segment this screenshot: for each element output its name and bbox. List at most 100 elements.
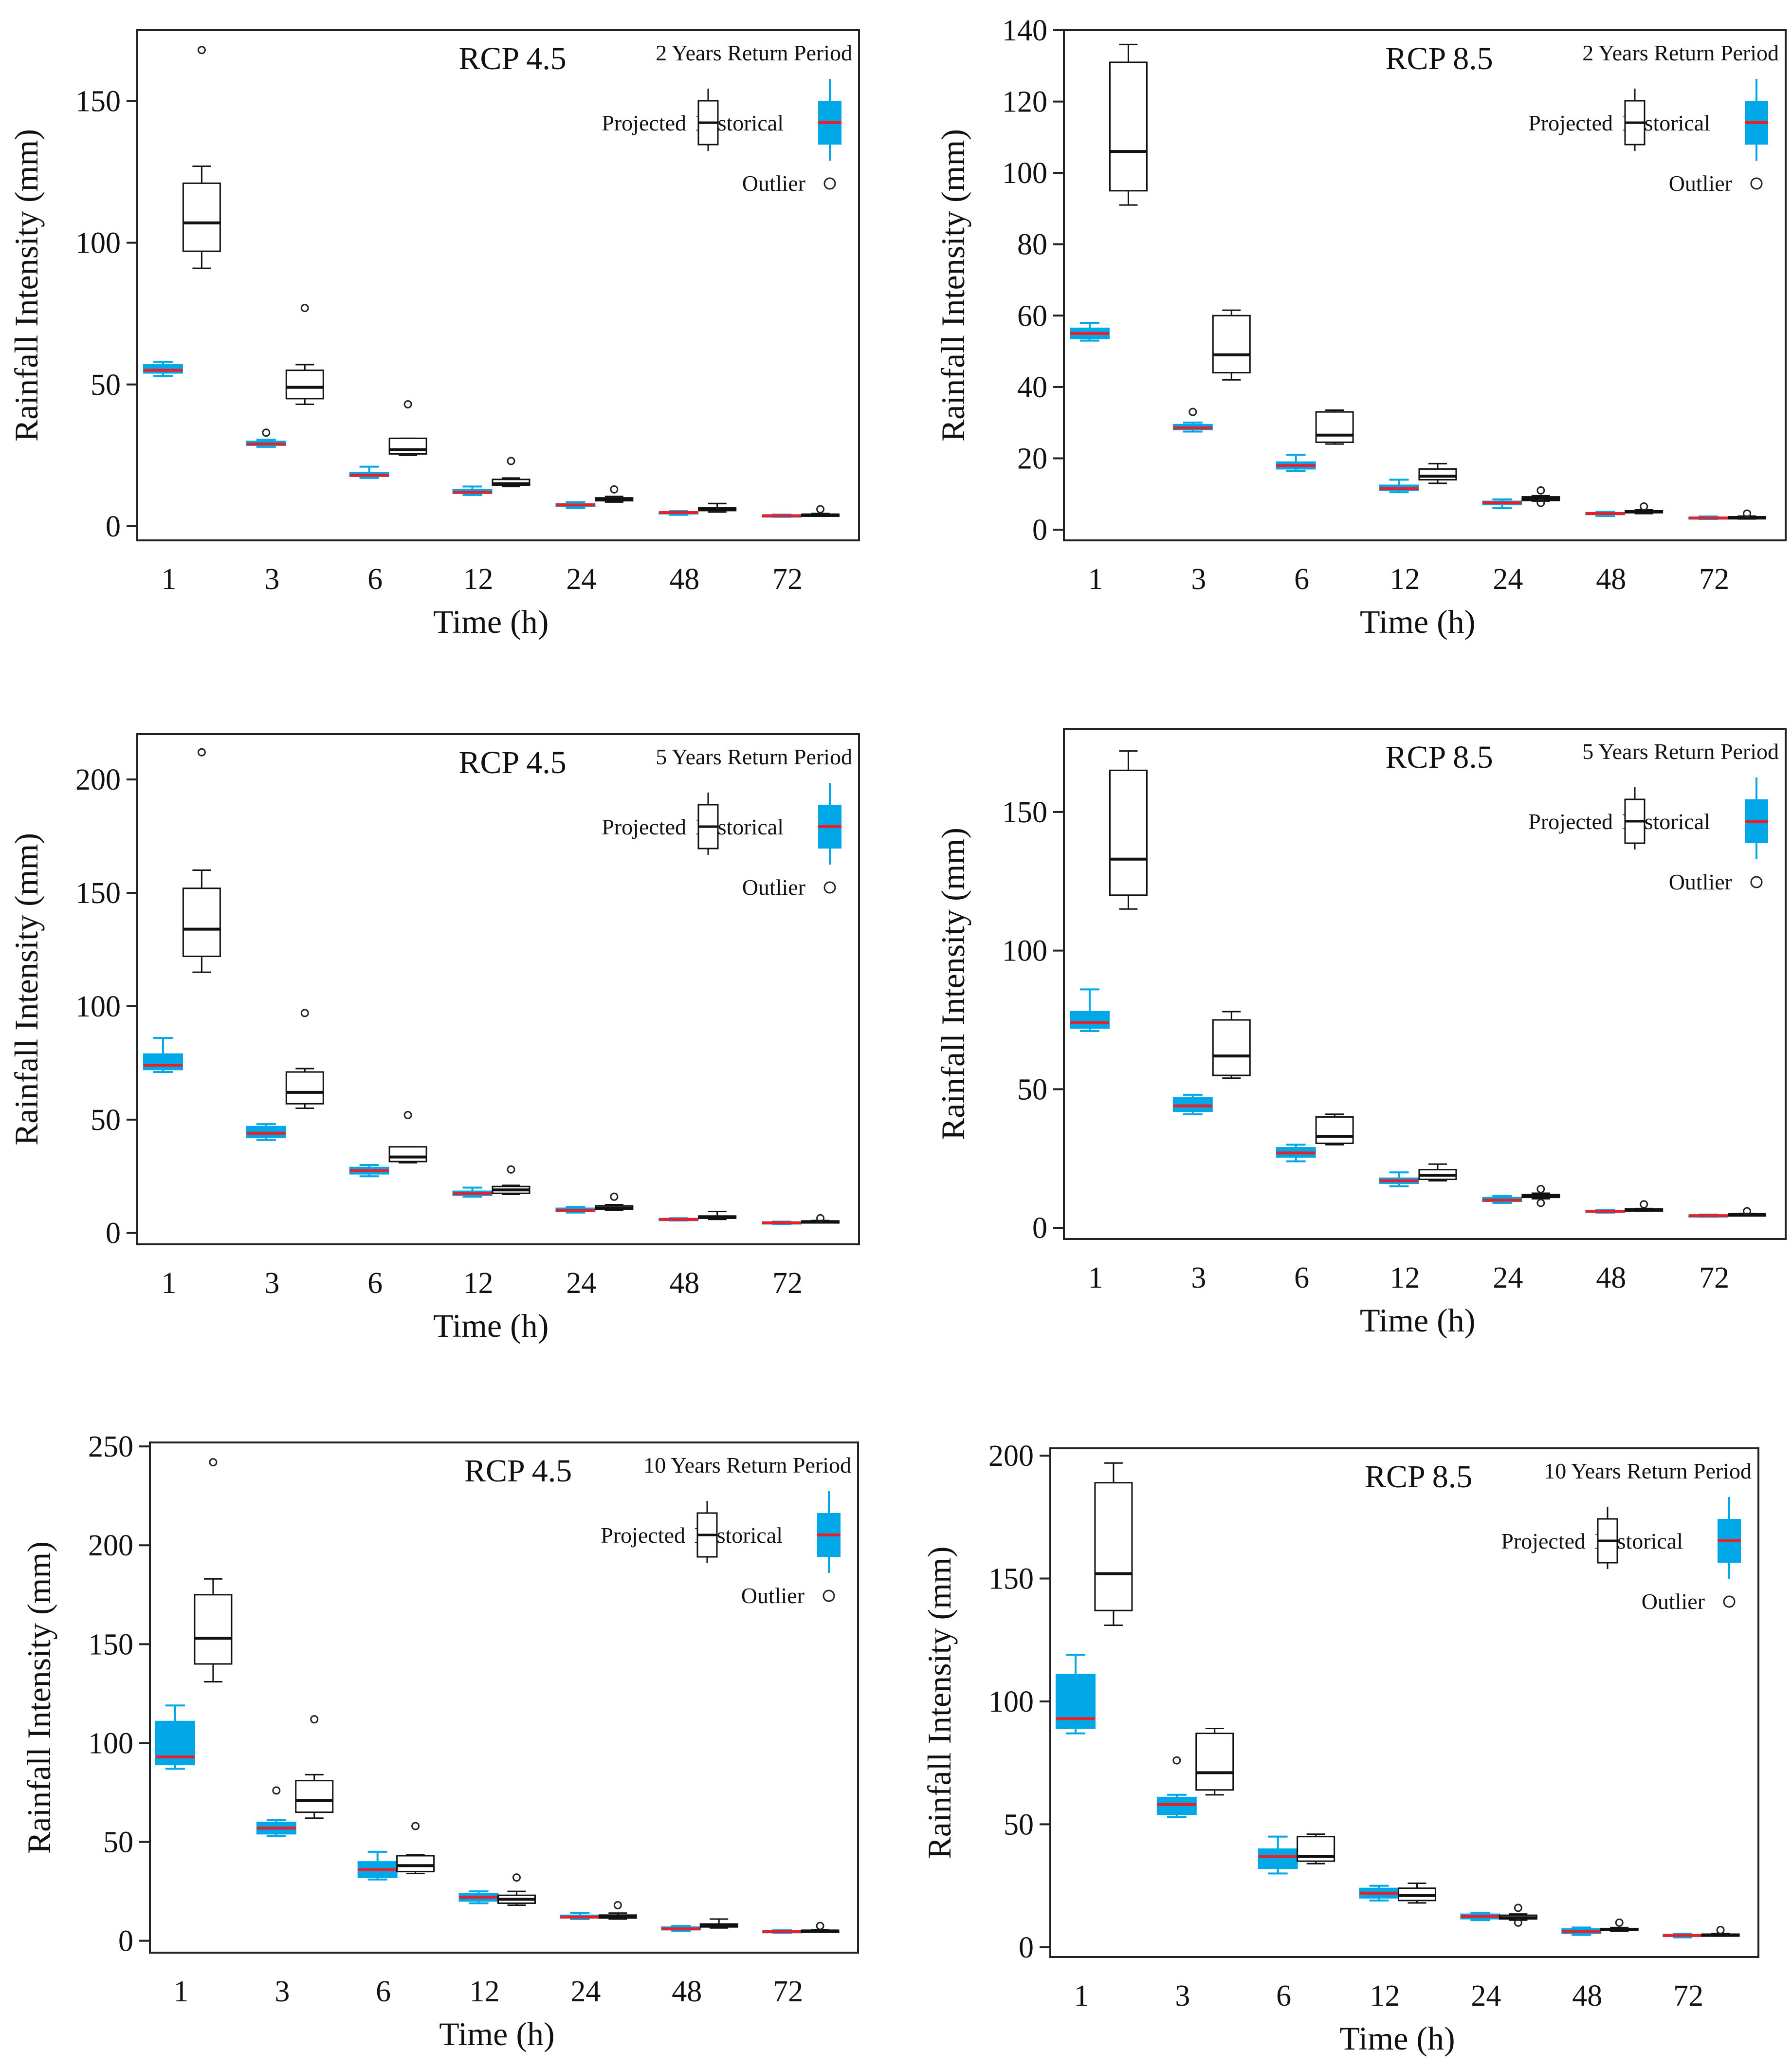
x-tick-label: 48 xyxy=(669,563,699,596)
y-tick-label: 100 xyxy=(75,990,121,1023)
x-tick-label: 24 xyxy=(566,1267,596,1300)
outlier-point xyxy=(262,428,271,437)
outlier-point xyxy=(613,1901,622,1910)
x-tick-label: 6 xyxy=(1294,1261,1309,1294)
box-iqr xyxy=(1195,1733,1234,1791)
outlier-point xyxy=(310,1715,319,1724)
box-iqr xyxy=(1094,1482,1133,1611)
y-tick-label: 100 xyxy=(75,227,121,260)
outlier-point xyxy=(816,1921,824,1930)
x-tick-label: 3 xyxy=(264,563,279,596)
x-tick-label: 1 xyxy=(173,1975,188,2008)
y-tick-label: 200 xyxy=(75,763,121,796)
outlier-point xyxy=(209,1458,218,1467)
y-tick-label: 150 xyxy=(75,877,121,910)
x-tick-label: 1 xyxy=(161,563,176,596)
projected-box-72h xyxy=(801,1921,840,1933)
historical-box-12h xyxy=(1379,479,1419,494)
box-iqr xyxy=(1109,61,1148,192)
projected-box-48h xyxy=(1600,1918,1639,1932)
y-axis-title: Rainfall Intensity (mm) xyxy=(8,833,45,1145)
panel-subtitle: 5 Years Return Period xyxy=(656,744,852,769)
projected-box-24h xyxy=(595,485,634,503)
x-tick-label: 1 xyxy=(1088,1261,1103,1294)
y-tick-label: 20 xyxy=(1017,442,1047,475)
projected-box-6h xyxy=(1315,409,1354,445)
x-tick-label: 3 xyxy=(274,1975,290,2008)
outlier-point xyxy=(507,1165,515,1174)
y-tick-label: 50 xyxy=(103,1826,133,1859)
box-iqr xyxy=(143,1053,183,1071)
x-tick-label: 12 xyxy=(470,1975,500,2008)
outlier-point xyxy=(1536,499,1545,507)
legend-projected-label: Projected xyxy=(1501,1529,1586,1553)
projected-box-72h xyxy=(1701,1925,1740,1937)
historical-box-24h xyxy=(1482,498,1522,510)
historical-box-3h xyxy=(246,428,286,448)
outlier-point xyxy=(816,505,825,514)
legend-outlier-icon xyxy=(823,1589,835,1602)
y-tick-label: 120 xyxy=(1002,86,1047,119)
projected-box-72h xyxy=(801,505,840,517)
x-tick-label: 1 xyxy=(161,1267,176,1300)
legend-outlier-icon xyxy=(823,177,836,190)
historical-box-1h xyxy=(143,1037,183,1073)
historical-box-24h xyxy=(560,1912,600,1920)
outlier-point xyxy=(1743,509,1752,518)
historical-box-3h xyxy=(1156,1756,1197,1818)
projected-box-1h xyxy=(182,748,221,973)
projected-box-24h xyxy=(1521,486,1560,507)
outlier-point xyxy=(1716,1925,1725,1934)
x-tick-label: 6 xyxy=(367,1267,383,1300)
outlier-point xyxy=(1514,1903,1522,1912)
y-tick-label: 250 xyxy=(88,1430,133,1463)
y-tick-label: 0 xyxy=(1032,514,1047,547)
projected-box-1h xyxy=(1109,43,1148,206)
y-tick-label: 0 xyxy=(106,1217,121,1250)
y-tick-label: 80 xyxy=(1017,228,1047,261)
panel-subtitle: 2 Years Return Period xyxy=(656,40,852,65)
historical-box-1h xyxy=(1069,988,1110,1032)
projected-box-24h xyxy=(1521,1184,1560,1207)
historical-box-1h xyxy=(1055,1654,1096,1735)
x-tick-label: 1 xyxy=(1074,1979,1089,2013)
legend-outlier-label: Outlier xyxy=(742,171,805,196)
x-tick-label: 12 xyxy=(463,1267,494,1300)
box-iqr xyxy=(182,887,221,957)
historical-box-72h xyxy=(762,1929,803,1934)
x-tick-label: 1 xyxy=(1088,563,1103,596)
outlier-point xyxy=(1536,486,1545,495)
y-tick-label: 140 xyxy=(1002,14,1047,47)
historical-box-3h xyxy=(1172,1093,1213,1115)
outlier-point xyxy=(816,1214,825,1222)
y-tick-label: 40 xyxy=(1017,371,1047,404)
y-tick-label: 0 xyxy=(1032,1212,1047,1245)
box-iqr xyxy=(1055,1674,1096,1729)
outlier-point xyxy=(1172,1756,1181,1765)
y-tick-label: 0 xyxy=(1019,1931,1034,1964)
x-tick-label: 12 xyxy=(1390,1261,1420,1294)
y-tick-label: 50 xyxy=(1017,1073,1047,1106)
y-axis-title: Rainfall Intensity (mm) xyxy=(934,129,971,442)
historical-box-48h xyxy=(658,510,699,516)
x-axis-title: Time (h) xyxy=(1360,603,1475,640)
historical-box-6h xyxy=(1258,1835,1298,1875)
historical-box-72h xyxy=(762,514,802,518)
box-iqr xyxy=(285,1071,324,1105)
x-tick-label: 72 xyxy=(772,1267,803,1300)
y-tick-label: 100 xyxy=(88,1727,133,1760)
y-tick-label: 200 xyxy=(88,1529,133,1562)
legend-outlier-label: Outlier xyxy=(741,1583,805,1608)
legend-outlier-label: Outlier xyxy=(742,875,805,900)
box-iqr xyxy=(1418,468,1457,480)
x-tick-label: 12 xyxy=(463,563,494,596)
outlier-point xyxy=(300,304,309,313)
plot-frame xyxy=(136,29,860,541)
chart-panel-4: 0 50 100 150 1 3 6 12 24 48 72 Time (h) Rainfall Int… xyxy=(934,728,1787,1339)
plot-frame xyxy=(149,1441,859,1954)
y-tick-label: 100 xyxy=(1002,935,1047,968)
projected-box-6h xyxy=(396,1822,435,1875)
projected-box-48h xyxy=(1625,502,1664,515)
legend-outlier-label: Outlier xyxy=(1669,869,1732,894)
historical-box-72h xyxy=(1688,1213,1729,1218)
